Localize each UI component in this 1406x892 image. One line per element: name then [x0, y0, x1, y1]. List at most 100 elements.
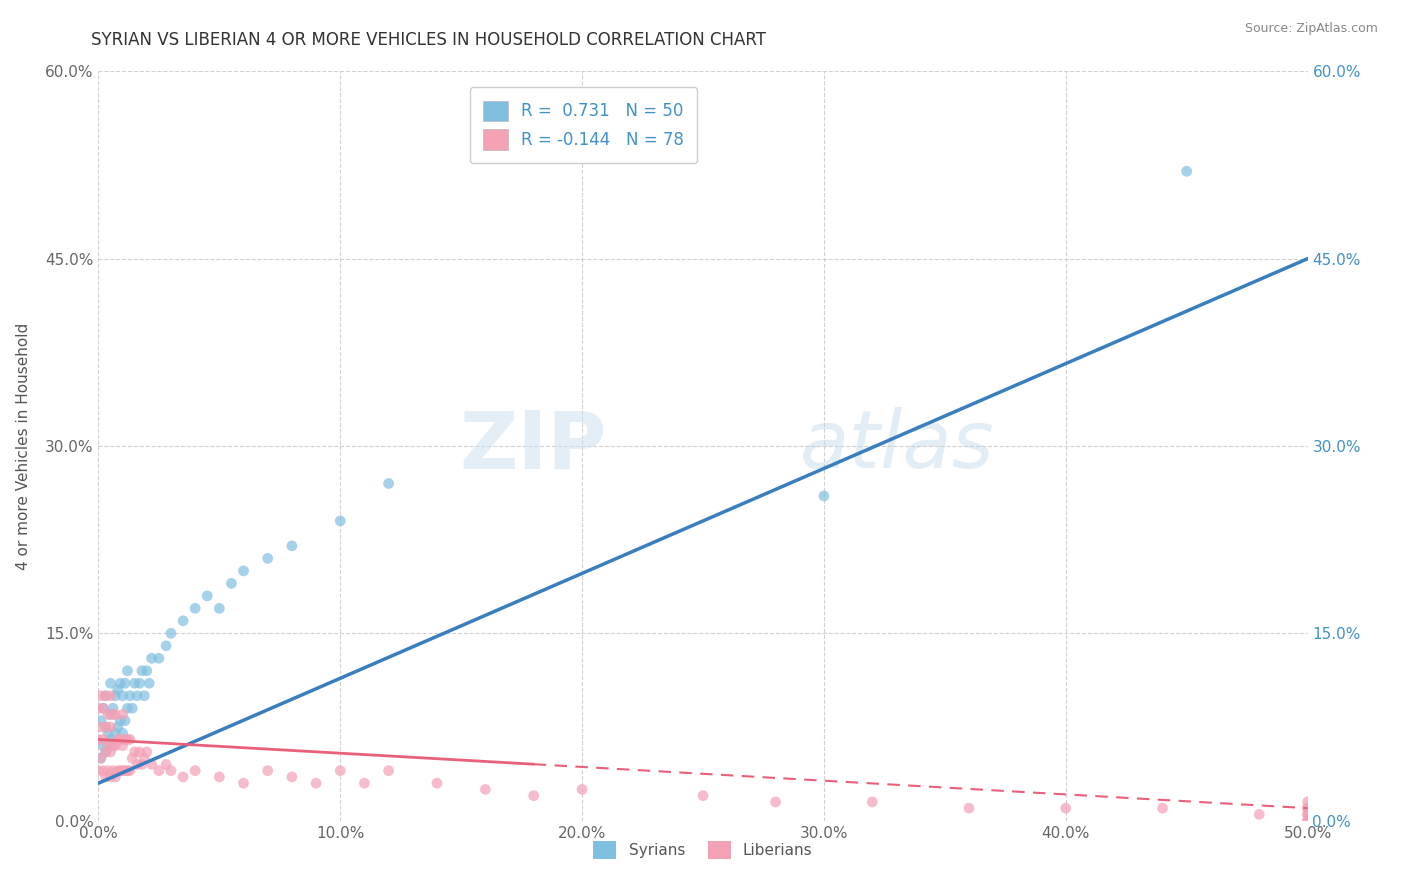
- Point: [1175, 164, 1198, 178]
- Point: [97, 764, 120, 778]
- Point: [426, 776, 449, 790]
- Point: [107, 732, 129, 747]
- Point: [100, 720, 122, 734]
- Point: [1249, 807, 1271, 822]
- Point: [117, 664, 139, 678]
- Point: [128, 676, 150, 690]
- Point: [117, 732, 139, 747]
- Point: [94, 770, 117, 784]
- Point: [1296, 795, 1319, 809]
- Point: [101, 764, 124, 778]
- Point: [111, 689, 134, 703]
- Point: [232, 776, 254, 790]
- Point: [155, 757, 177, 772]
- Point: [329, 764, 352, 778]
- Point: [114, 714, 136, 728]
- Point: [101, 739, 124, 753]
- Point: [94, 689, 117, 703]
- Point: [90, 720, 112, 734]
- Text: SYRIAN VS LIBERIAN 4 OR MORE VEHICLES IN HOUSEHOLD CORRELATION CHART: SYRIAN VS LIBERIAN 4 OR MORE VEHICLES IN…: [91, 31, 766, 49]
- Point: [127, 689, 149, 703]
- Point: [160, 626, 183, 640]
- Point: [124, 745, 146, 759]
- Point: [94, 745, 117, 759]
- Point: [104, 739, 127, 753]
- Point: [377, 476, 399, 491]
- Point: [104, 707, 127, 722]
- Point: [208, 770, 231, 784]
- Point: [172, 614, 194, 628]
- Point: [111, 764, 134, 778]
- Point: [765, 795, 787, 809]
- Point: [90, 751, 112, 765]
- Point: [114, 732, 136, 747]
- Point: [107, 764, 129, 778]
- Point: [141, 757, 163, 772]
- Point: [100, 745, 122, 759]
- Point: [1296, 801, 1319, 815]
- Point: [87, 764, 110, 778]
- Point: [100, 732, 122, 747]
- Point: [124, 676, 146, 690]
- Point: [100, 689, 122, 703]
- Point: [87, 732, 110, 747]
- Point: [1296, 814, 1319, 828]
- Text: Source: ZipAtlas.com: Source: ZipAtlas.com: [1244, 22, 1378, 36]
- Point: [100, 770, 122, 784]
- Point: [104, 770, 127, 784]
- Point: [108, 764, 131, 778]
- Point: [232, 564, 254, 578]
- Point: [184, 764, 207, 778]
- Point: [97, 726, 120, 740]
- Point: [91, 701, 114, 715]
- Point: [131, 664, 153, 678]
- Point: [474, 782, 496, 797]
- Y-axis label: 4 or more Vehicles in Household: 4 or more Vehicles in Household: [17, 322, 31, 570]
- Point: [135, 745, 157, 759]
- Point: [108, 714, 131, 728]
- Point: [118, 764, 141, 778]
- Point: [101, 739, 124, 753]
- Point: [1054, 801, 1077, 815]
- Point: [108, 676, 131, 690]
- Point: [329, 514, 352, 528]
- Point: [100, 707, 122, 722]
- Point: [148, 764, 170, 778]
- Point: [256, 551, 278, 566]
- Point: [195, 589, 218, 603]
- Point: [87, 701, 110, 715]
- Point: [281, 770, 304, 784]
- Point: [90, 751, 112, 765]
- Point: [94, 720, 117, 734]
- Point: [111, 707, 134, 722]
- Point: [134, 751, 156, 765]
- Point: [305, 776, 328, 790]
- Point: [91, 701, 114, 715]
- Point: [94, 720, 117, 734]
- Point: [118, 732, 141, 747]
- Point: [111, 739, 134, 753]
- Point: [104, 726, 127, 740]
- Point: [97, 739, 120, 753]
- Point: [121, 701, 143, 715]
- Point: [91, 732, 114, 747]
- Point: [172, 770, 194, 784]
- Point: [221, 576, 243, 591]
- Point: [1296, 807, 1319, 822]
- Point: [281, 539, 304, 553]
- Point: [127, 757, 149, 772]
- Point: [108, 732, 131, 747]
- Point: [1296, 807, 1319, 822]
- Point: [353, 776, 375, 790]
- Point: [90, 689, 112, 703]
- Point: [571, 782, 593, 797]
- Point: [160, 764, 183, 778]
- Point: [101, 701, 124, 715]
- Point: [957, 801, 980, 815]
- Point: [101, 707, 124, 722]
- Point: [114, 764, 136, 778]
- Point: [184, 601, 207, 615]
- Point: [111, 726, 134, 740]
- Point: [141, 651, 163, 665]
- Point: [377, 764, 399, 778]
